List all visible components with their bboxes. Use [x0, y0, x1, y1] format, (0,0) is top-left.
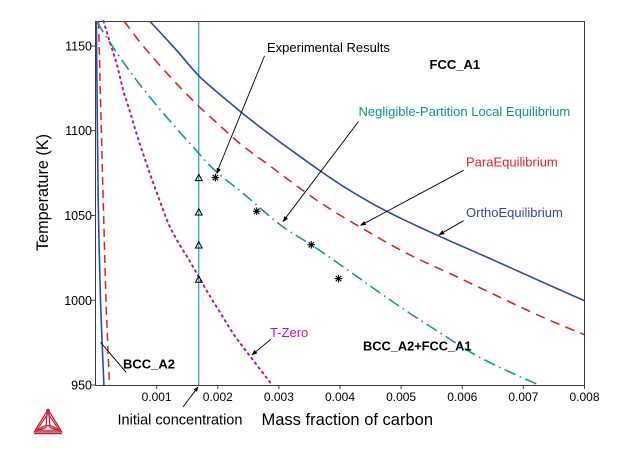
svg-text:Temperature (K): Temperature (K) [34, 134, 52, 251]
svg-text:950: 950 [71, 379, 92, 393]
svg-text:0.007: 0.007 [508, 390, 538, 404]
svg-text:BCC_A2: BCC_A2 [123, 357, 175, 372]
svg-text:Initial concentration: Initial concentration [118, 413, 243, 429]
svg-text:T-Zero: T-Zero [270, 325, 308, 340]
svg-text:1150: 1150 [65, 40, 92, 54]
svg-text:0.002: 0.002 [203, 390, 233, 404]
svg-text:1100: 1100 [65, 124, 92, 138]
svg-text:BCC_A2+FCC_A1: BCC_A2+FCC_A1 [363, 339, 471, 354]
svg-text:1000: 1000 [64, 294, 92, 308]
svg-text:0.004: 0.004 [325, 390, 355, 404]
svg-text:Experimental Results: Experimental Results [267, 40, 390, 55]
svg-text:1050: 1050 [64, 209, 92, 223]
svg-text:Mass fraction of carbon: Mass fraction of carbon [262, 411, 434, 429]
svg-text:0.008: 0.008 [569, 390, 599, 404]
svg-text:0.003: 0.003 [264, 390, 294, 404]
svg-text:0.001: 0.001 [142, 390, 172, 404]
svg-text:Negligible-Partition Local Equ: Negligible-Partition Local Equilibrium [359, 104, 571, 119]
svg-text:0.006: 0.006 [447, 390, 477, 404]
svg-text:FCC_A1: FCC_A1 [430, 57, 481, 72]
svg-text:ParaEquilibrium: ParaEquilibrium [466, 155, 558, 170]
svg-text:OrthoEquilibrium: OrthoEquilibrium [466, 205, 563, 220]
svg-text:0.005: 0.005 [386, 390, 416, 404]
